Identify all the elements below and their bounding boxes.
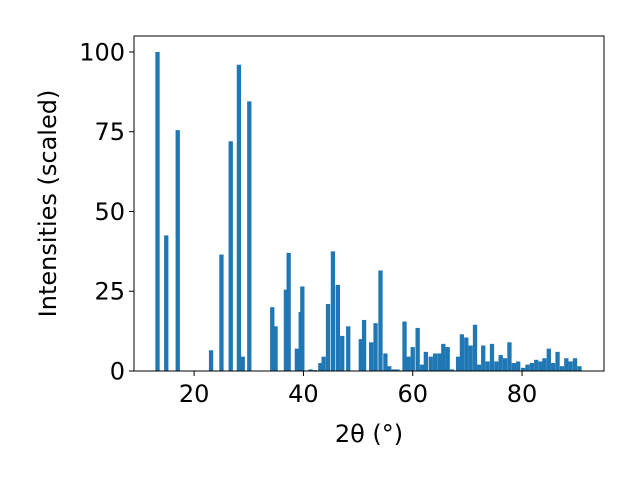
- bar: [559, 366, 565, 371]
- bar: [155, 51, 160, 371]
- bar: [538, 361, 543, 371]
- bar: [455, 356, 461, 371]
- bar: [507, 342, 512, 371]
- bar: [489, 343, 495, 371]
- y-tick-label: 100: [79, 38, 125, 66]
- bar: [472, 324, 478, 371]
- bar: [273, 326, 278, 371]
- bar: [551, 363, 556, 371]
- y-tick-label: 25: [94, 278, 125, 306]
- bar: [335, 284, 340, 371]
- x-axis-ticks: 20 40 60 80: [179, 371, 537, 408]
- bar: [525, 364, 530, 371]
- bar: [395, 369, 400, 371]
- bar: [402, 321, 407, 371]
- bar: [369, 342, 374, 371]
- bar: [449, 369, 455, 371]
- y-tick-label: 0: [110, 358, 125, 386]
- bar: [511, 363, 516, 371]
- x-tick-label: 20: [179, 380, 210, 408]
- bar: [208, 350, 214, 371]
- bars-group: [155, 51, 582, 372]
- bar: [428, 356, 433, 371]
- bar: [247, 101, 252, 372]
- x-tick-label: 80: [507, 380, 538, 408]
- y-tick-label: 50: [94, 198, 125, 226]
- bar: [476, 364, 481, 371]
- y-axis-ticks: 0 25 50 75 100: [79, 38, 134, 386]
- bar: [373, 323, 378, 371]
- bar: [294, 348, 300, 371]
- bar: [572, 358, 578, 371]
- bar: [236, 64, 242, 372]
- bar: [391, 369, 396, 371]
- bar: [516, 361, 521, 371]
- bar: [240, 356, 245, 371]
- bar: [383, 353, 388, 371]
- bar: [441, 343, 446, 371]
- bar: [308, 369, 313, 371]
- bar: [568, 361, 573, 371]
- bar: [485, 361, 490, 371]
- bar: [330, 251, 336, 371]
- bar: [542, 358, 547, 371]
- bar: [520, 367, 526, 371]
- bar: [361, 319, 367, 371]
- bar: [346, 326, 351, 371]
- bar: [219, 254, 224, 371]
- bar: [283, 289, 289, 371]
- bar: [300, 286, 305, 371]
- bar: [577, 366, 582, 371]
- bar: [318, 363, 323, 371]
- bar: [410, 347, 415, 371]
- bar: [164, 235, 169, 371]
- bar: [325, 304, 331, 371]
- bar: [534, 359, 539, 371]
- bar: [481, 345, 486, 371]
- plot-area-frame: [133, 35, 605, 372]
- bar: [437, 353, 442, 371]
- bar: [419, 364, 425, 371]
- bar: [378, 270, 383, 371]
- bar: [358, 339, 363, 371]
- bar: [529, 363, 535, 371]
- bar: [494, 361, 499, 371]
- x-axis-label: 2θ (°): [335, 420, 403, 448]
- bar: [432, 353, 438, 371]
- bar: [498, 355, 503, 371]
- x-tick-label: 60: [397, 380, 428, 408]
- bar: [406, 356, 411, 371]
- bar: [228, 141, 233, 371]
- y-tick-label: 75: [94, 118, 125, 146]
- bar: [340, 335, 345, 371]
- bar: [468, 345, 473, 371]
- x-tick-label: 40: [288, 380, 319, 408]
- y-axis-label: Intensities (scaled): [34, 90, 62, 318]
- bar: [387, 366, 392, 371]
- bar: [546, 348, 551, 371]
- bar: [175, 130, 180, 371]
- bar: [321, 356, 326, 371]
- bar: [286, 252, 291, 371]
- bar: [564, 358, 569, 371]
- bar: [423, 351, 428, 371]
- bar: [459, 334, 465, 371]
- bar: [415, 327, 420, 371]
- bar: [445, 347, 450, 371]
- bar: [555, 351, 560, 371]
- bar: [502, 358, 508, 371]
- bar: [270, 307, 275, 371]
- bar: [464, 337, 469, 371]
